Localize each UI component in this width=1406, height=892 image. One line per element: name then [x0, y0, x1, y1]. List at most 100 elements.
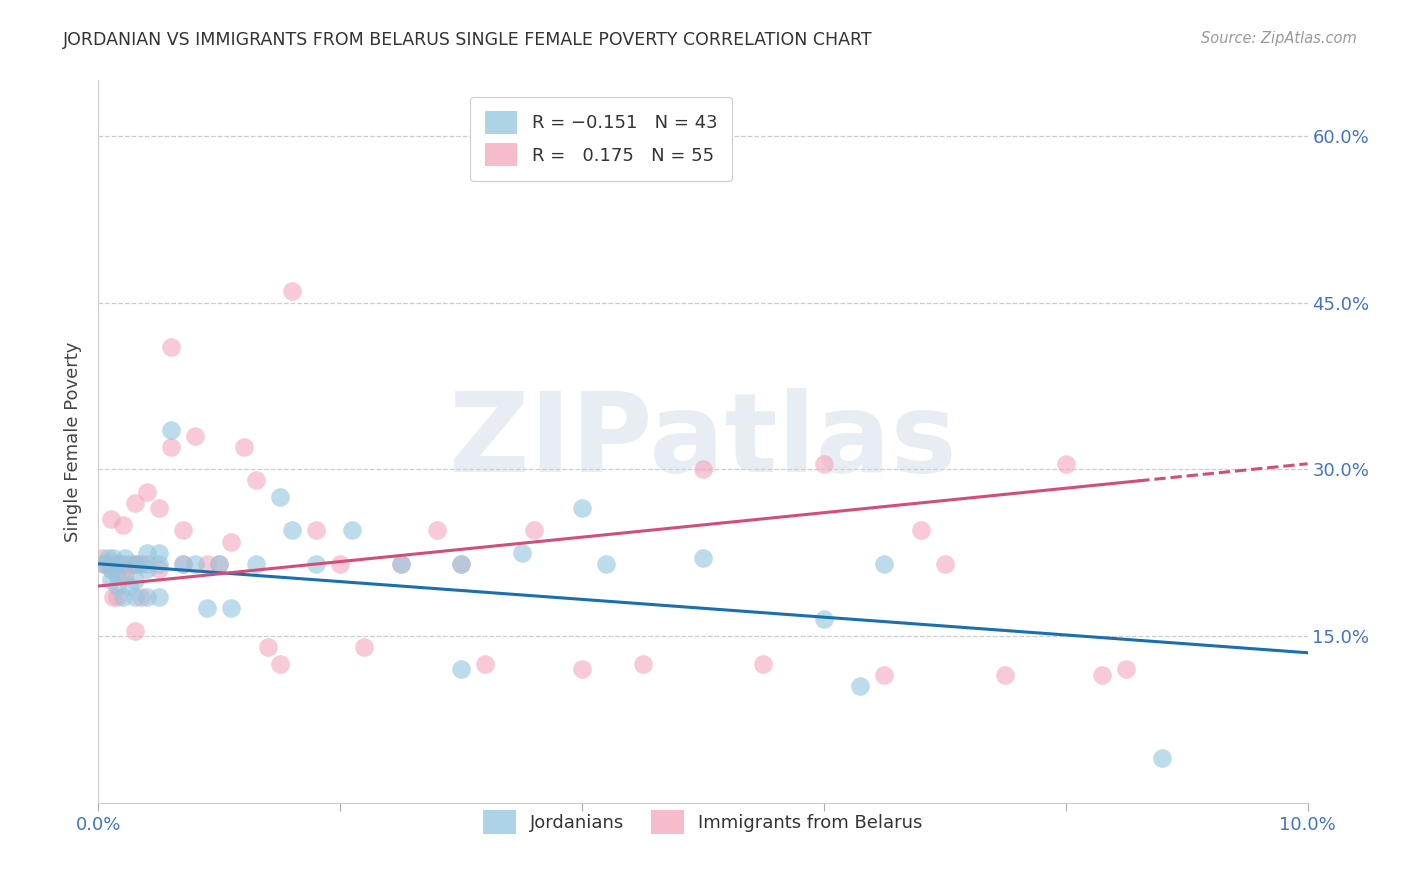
Point — [510, 546, 533, 560]
Point — [111, 590, 134, 604]
Point — [305, 557, 328, 571]
Point — [305, 524, 328, 538]
Point — [450, 662, 472, 676]
Point — [245, 557, 267, 571]
Point — [148, 546, 170, 560]
Point — [91, 551, 114, 566]
Point — [523, 524, 546, 538]
Point — [114, 568, 136, 582]
Point — [195, 601, 218, 615]
Point — [105, 579, 128, 593]
Point — [450, 557, 472, 571]
Point — [101, 590, 124, 604]
Point — [100, 562, 122, 576]
Point — [1091, 668, 1114, 682]
Point — [160, 340, 183, 354]
Point — [389, 557, 412, 571]
Point — [221, 534, 243, 549]
Point — [127, 557, 149, 571]
Point — [114, 551, 136, 566]
Point — [148, 562, 170, 576]
Point — [129, 590, 152, 604]
Point — [124, 557, 146, 571]
Text: Source: ZipAtlas.com: Source: ZipAtlas.com — [1201, 31, 1357, 46]
Point — [105, 590, 128, 604]
Point — [111, 557, 134, 571]
Point — [813, 612, 835, 626]
Point — [1152, 751, 1174, 765]
Point — [103, 557, 125, 571]
Point — [329, 557, 352, 571]
Point — [281, 524, 304, 538]
Point — [172, 524, 194, 538]
Point — [389, 557, 412, 571]
Point — [160, 424, 183, 438]
Point — [96, 557, 118, 571]
Point — [873, 668, 896, 682]
Point — [100, 574, 122, 588]
Point — [571, 501, 593, 516]
Point — [97, 551, 120, 566]
Point — [172, 557, 194, 571]
Point — [172, 557, 194, 571]
Point — [873, 557, 896, 571]
Point — [571, 662, 593, 676]
Y-axis label: Single Female Poverty: Single Female Poverty — [63, 342, 82, 541]
Point — [111, 517, 134, 532]
Point — [93, 557, 115, 571]
Point — [148, 590, 170, 604]
Point — [221, 601, 243, 615]
Point — [108, 557, 131, 571]
Point — [849, 679, 872, 693]
Point — [245, 474, 267, 488]
Point — [256, 640, 278, 655]
Point — [910, 524, 932, 538]
Point — [752, 657, 775, 671]
Point — [124, 557, 146, 571]
Point — [631, 657, 654, 671]
Point — [148, 557, 170, 571]
Point — [118, 579, 141, 593]
Point — [124, 574, 146, 588]
Point — [124, 624, 146, 638]
Point — [160, 440, 183, 454]
Point — [813, 457, 835, 471]
Point — [101, 551, 124, 566]
Point — [124, 496, 146, 510]
Legend: Jordanians, Immigrants from Belarus: Jordanians, Immigrants from Belarus — [468, 796, 938, 848]
Point — [135, 484, 157, 499]
Point — [595, 557, 617, 571]
Point — [135, 546, 157, 560]
Point — [692, 462, 714, 476]
Point — [184, 429, 207, 443]
Text: JORDANIAN VS IMMIGRANTS FROM BELARUS SINGLE FEMALE POVERTY CORRELATION CHART: JORDANIAN VS IMMIGRANTS FROM BELARUS SIN… — [63, 31, 873, 49]
Point — [269, 490, 291, 504]
Point — [342, 524, 364, 538]
Point — [148, 501, 170, 516]
Point — [208, 557, 231, 571]
Point — [135, 562, 157, 576]
Point — [124, 590, 146, 604]
Point — [135, 557, 157, 571]
Point — [269, 657, 291, 671]
Point — [105, 568, 128, 582]
Point — [208, 557, 231, 571]
Point — [1054, 457, 1077, 471]
Point — [93, 557, 115, 571]
Point — [135, 590, 157, 604]
Point — [474, 657, 496, 671]
Point — [195, 557, 218, 571]
Point — [100, 562, 122, 576]
Point — [232, 440, 254, 454]
Point — [692, 551, 714, 566]
Point — [100, 512, 122, 526]
Point — [934, 557, 956, 571]
Point — [118, 557, 141, 571]
Point — [353, 640, 375, 655]
Text: ZIPatlas: ZIPatlas — [449, 388, 957, 495]
Point — [184, 557, 207, 571]
Point — [426, 524, 449, 538]
Point — [994, 668, 1017, 682]
Point — [111, 562, 134, 576]
Point — [129, 557, 152, 571]
